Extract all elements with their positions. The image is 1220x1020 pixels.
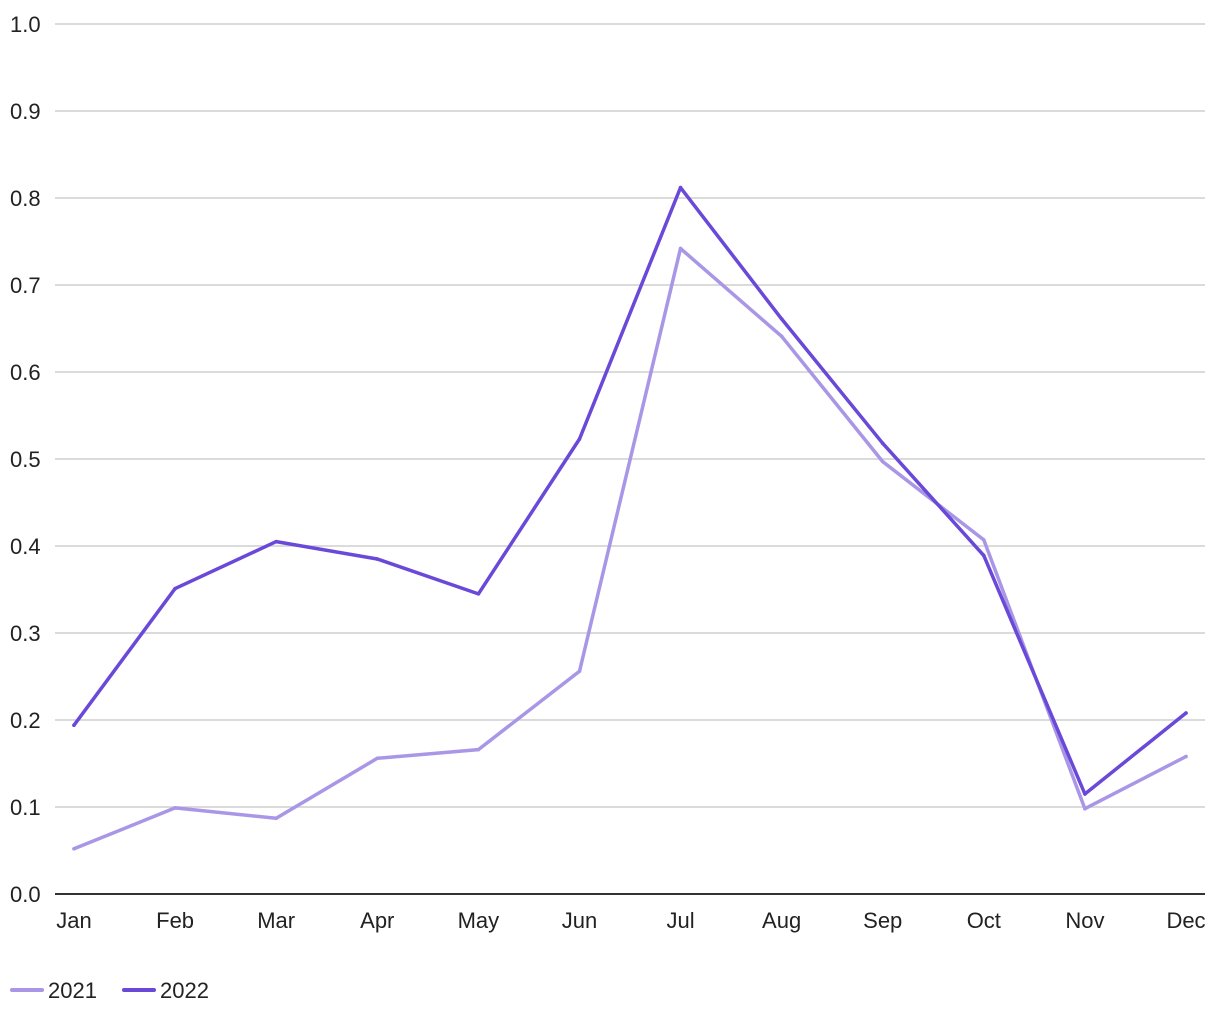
y-tick-label: 0.1 [10,795,41,820]
y-tick-label: 0.0 [10,882,41,907]
data-point-2021 [1184,754,1188,759]
data-point-2021 [173,806,177,810]
y-tick-label: 0.4 [10,534,41,559]
y-tick-label: 0.2 [10,708,41,733]
x-tick-label: Mar [257,908,295,933]
y-axis-ticks: 0.0 0.1 0.2 0.3 0.4 0.5 0.6 0.7 0.8 0.9 1.0 [10,12,41,907]
y-tick-label: 0.6 [10,360,41,385]
x-tick-label: Jan [56,908,91,933]
series-layer [72,185,1188,851]
data-point-2021 [375,756,380,761]
data-point-2021 [274,816,278,821]
data-point-2022 [1083,792,1087,796]
y-tick-label: 0.8 [10,186,41,211]
y-tick-label: 1.0 [10,12,41,37]
y-tick-label: 0.3 [10,621,41,646]
data-point-2021 [476,747,481,752]
data-point-2022 [779,317,784,321]
legend: 2021 2022 [10,978,209,1003]
x-tick-label: Jun [562,908,597,933]
x-tick-label: Jul [666,908,694,933]
data-point-2021 [982,538,986,542]
x-tick-label: Feb [156,908,194,933]
x-tick-label: Oct [967,908,1001,933]
data-point-2021 [880,459,885,464]
data-point-2021 [779,334,784,339]
data-point-2022 [274,539,278,544]
legend-label-2021: 2021 [48,978,97,1003]
data-point-2022 [982,553,986,558]
y-tick-label: 0.9 [10,99,41,124]
x-axis-ticks: Jan Feb Mar Apr May Jun Jul Aug Sep Oct Nov Dec [56,908,1205,933]
data-point-2022 [1184,711,1188,715]
data-point-2022 [880,441,885,446]
data-point-2021 [72,846,76,851]
y-tick-label: 0.7 [10,273,41,298]
data-point-2022 [375,557,380,561]
data-point-2022 [476,592,481,596]
x-tick-label: Aug [762,908,801,933]
data-point-2022 [72,723,76,728]
y-tick-label: 0.5 [10,447,41,472]
series-line-2021 [72,246,1188,851]
data-point-2022 [678,185,683,190]
data-point-2021 [577,669,582,674]
x-tick-label: May [458,908,500,933]
series-line-2022 [72,185,1188,796]
data-point-2021 [1083,806,1087,811]
data-point-2022 [173,586,177,591]
legend-label-2022: 2022 [160,978,209,1003]
data-point-2022 [577,437,582,441]
x-tick-label: Apr [360,908,394,933]
x-tick-label: Nov [1065,908,1104,933]
data-point-2021 [678,246,683,251]
x-tick-label: Dec [1166,908,1205,933]
x-tick-label: Sep [863,908,902,933]
